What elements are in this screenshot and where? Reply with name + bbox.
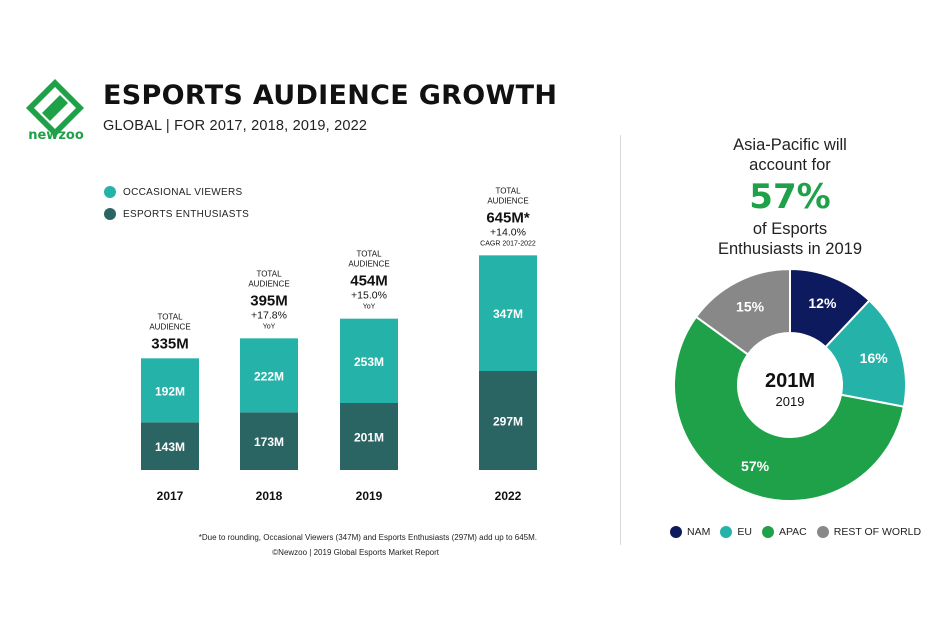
bar-occasional-2017 bbox=[141, 358, 199, 423]
legend-item-occasional: OCCASIONAL VIEWERS bbox=[104, 181, 249, 203]
bar-occasional-2019 bbox=[340, 318, 398, 403]
bar-label-occasional-2018: 222M bbox=[254, 369, 284, 383]
legend-item-apac: APAC bbox=[761, 526, 807, 538]
callout: Asia-Pacific will account for 57% of Esp… bbox=[690, 135, 890, 259]
x-tick-label-2017: 2017 bbox=[157, 489, 184, 503]
legend-item-rest-of-world: REST OF WORLD bbox=[816, 526, 922, 538]
page-title: ESPORTS AUDIENCE GROWTH bbox=[103, 80, 558, 111]
newzoo-logo-icon bbox=[26, 79, 84, 137]
bar-label-occasional-2022: 347M bbox=[493, 307, 523, 321]
page-subtitle: GLOBAL | FOR 2017, 2018, 2019, 2022 bbox=[103, 118, 368, 134]
callout-line-4: Enthusiasts in 2019 bbox=[717, 240, 862, 258]
total-text-2022-2: 645M* bbox=[486, 209, 530, 226]
total-text-2018-3: +17.8% bbox=[251, 309, 287, 321]
bar-occasional-2022 bbox=[479, 255, 537, 371]
donut-chart: 12% 16% 57% 15% 201M 2019 bbox=[673, 270, 907, 502]
total-text-2022-3: +14.0% bbox=[490, 226, 526, 238]
bar-label-enthusiasts-2019: 201M bbox=[354, 431, 384, 445]
legend-item-eu: EU bbox=[720, 526, 752, 538]
legend-label-eu: EU bbox=[737, 526, 752, 538]
total-text-2018-2: 395M bbox=[250, 292, 288, 309]
total-text-2019-0: TOTAL bbox=[356, 250, 382, 259]
total-text-2017-1: AUDIENCE bbox=[149, 322, 190, 331]
donut-center-value: 201M bbox=[765, 370, 815, 392]
donut-legend: NAM EU APAC REST OF WORLD bbox=[670, 526, 931, 538]
total-text-2018-0: TOTAL bbox=[256, 269, 282, 278]
x-tick-label-2022: 2022 bbox=[495, 489, 522, 503]
total-text-2019-3: +15.0% bbox=[351, 290, 387, 302]
total-text-2017-2: 335M bbox=[151, 335, 189, 352]
legend-swatch-rest-of-world bbox=[816, 526, 829, 538]
slice-label-eu: 16% bbox=[860, 350, 889, 366]
total-text-2018-4: YoY bbox=[263, 323, 276, 330]
slice-label-apac: 57% bbox=[741, 458, 770, 474]
brand-name: newzoo bbox=[28, 128, 84, 143]
slice-apac bbox=[673, 315, 906, 502]
slice-label-rest-of-world: 15% bbox=[736, 299, 765, 315]
legend-label-enthusiasts: ESPORTS ENTHUSIASTS bbox=[123, 208, 250, 220]
bar-label-enthusiasts-2017: 143M bbox=[155, 440, 185, 454]
total-text-2017-0: TOTAL bbox=[157, 312, 183, 321]
total-text-2019-1: AUDIENCE bbox=[348, 260, 389, 269]
callout-line-1: Asia-Pacific will bbox=[733, 136, 847, 154]
total-text-2019-2: 454M bbox=[350, 273, 388, 290]
bar-enthusiasts-2019 bbox=[340, 403, 398, 470]
callout-percent: 57% bbox=[749, 177, 831, 217]
legend-item-enthusiasts: ESPORTS ENTHUSIASTS bbox=[104, 203, 249, 225]
bar-enthusiasts-2017 bbox=[141, 422, 199, 470]
legend-swatch-occasional bbox=[104, 186, 116, 198]
total-text-2022-1: AUDIENCE bbox=[487, 196, 528, 205]
bar-label-occasional-2017: 192M bbox=[155, 384, 185, 398]
legend-label-nam: NAM bbox=[687, 526, 711, 538]
total-text-2022-0: TOTAL bbox=[495, 186, 521, 195]
x-tick-label-2018: 2018 bbox=[256, 489, 283, 503]
legend-swatch-enthusiasts bbox=[104, 208, 116, 220]
x-tick-label-2019: 2019 bbox=[356, 489, 383, 503]
bar-enthusiasts-2022 bbox=[479, 371, 537, 470]
callout-line-3: of Esports bbox=[752, 220, 828, 238]
slice-label-nam: 12% bbox=[808, 295, 837, 311]
bar-occasional-2018 bbox=[240, 338, 298, 413]
bar-legend: OCCASIONAL VIEWERS ESPORTS ENTHUSIASTS bbox=[104, 181, 249, 225]
legend-label-rest-of-world: REST OF WORLD bbox=[833, 526, 922, 538]
donut-center-label: 2019 bbox=[776, 394, 805, 409]
legend-swatch-eu bbox=[720, 526, 733, 538]
stacked-bar-chart: 143M192M2017TOTALAUDIENCE335M173M222M201… bbox=[141, 186, 537, 503]
slice-rest-of-world bbox=[694, 270, 791, 356]
total-text-2019-4: YoY bbox=[363, 304, 376, 311]
total-text-2018-1: AUDIENCE bbox=[248, 279, 289, 288]
legend-swatch-nam bbox=[670, 526, 682, 538]
legend-label-occasional: OCCASIONAL VIEWERS bbox=[123, 186, 243, 198]
footnote: *Due to rounding, Occasional Viewers (34… bbox=[198, 533, 537, 542]
bar-label-enthusiasts-2022: 297M bbox=[493, 415, 523, 429]
total-text-2022-4: CAGR 2017-2022 bbox=[480, 240, 536, 247]
credit-text: ©Newzoo | 2019 Global Esports Market Rep… bbox=[272, 548, 439, 557]
bar-label-occasional-2019: 253M bbox=[354, 355, 384, 369]
bar-enthusiasts-2018 bbox=[240, 412, 298, 470]
divider bbox=[620, 135, 621, 545]
legend-label-apac: APAC bbox=[778, 526, 807, 538]
bar-label-enthusiasts-2018: 173M bbox=[254, 435, 284, 449]
legend-item-nam: NAM bbox=[670, 526, 710, 538]
callout-line-2: account for bbox=[749, 156, 831, 174]
legend-swatch-apac bbox=[761, 526, 774, 538]
